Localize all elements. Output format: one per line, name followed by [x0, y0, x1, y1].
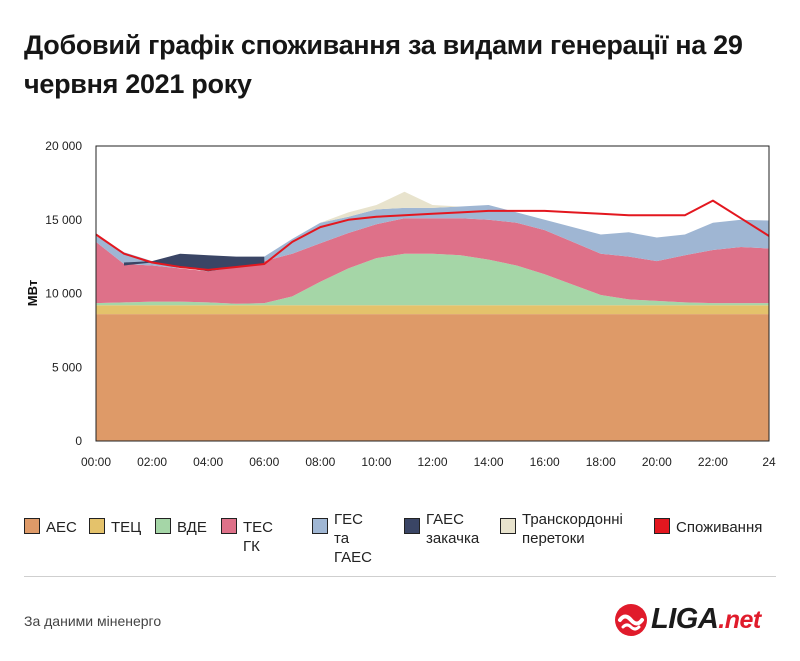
y-tick-label: 0 — [75, 434, 82, 448]
x-tick-label: 08:00 — [305, 455, 335, 469]
consumption-line-group — [95, 199, 770, 271]
legend-label-cross-border: Транскордонні перетоки — [522, 511, 623, 547]
area-series-1 — [96, 305, 769, 315]
consumption-line — [95, 199, 770, 271]
x-tick-label: 04:00 — [193, 455, 223, 469]
y-tick-label: 15 000 — [45, 213, 82, 227]
legend-swatch-consumption — [654, 518, 670, 534]
liga-logo-icon — [615, 604, 647, 636]
x-tick-label: 12:00 — [417, 455, 447, 469]
legend-label-ges: ГЕС та ГАЕС — [334, 511, 372, 566]
legend-swatch-tes-gk — [221, 518, 237, 534]
logo-name: LIGA — [651, 603, 719, 635]
source-note: За даними міненерго — [24, 613, 162, 629]
legend-swatch-tec — [89, 518, 105, 534]
x-tick-label: 24 — [762, 455, 776, 469]
legend: АЕС ТЕЦ ВДЕ ТЕС ГК ГЕС та ГАЕС ГАЕС зака… — [24, 509, 784, 566]
legend-swatch-ges — [312, 518, 328, 534]
y-axis-ticks: 0 5 000 10 000 15 000 20 000 — [45, 139, 82, 448]
x-tick-label: 16:00 — [530, 455, 560, 469]
stacked-areas — [96, 191, 769, 441]
legend-label-consumption: Споживання — [676, 519, 763, 536]
legend-label-gaes-pumping: ГАЕС закачка — [426, 511, 480, 547]
legend-label-aes: АЕС — [46, 519, 77, 536]
y-axis-label: МВт — [25, 280, 40, 306]
y-tick-label: 10 000 — [45, 287, 82, 301]
area-series-3 — [96, 218, 769, 304]
area-series-2 — [96, 253, 769, 306]
x-tick-label: 18:00 — [586, 455, 616, 469]
area-series-0 — [96, 314, 769, 441]
x-tick-label: 10:00 — [361, 455, 391, 469]
liga-logo[interactable]: LIGA.net — [614, 600, 784, 640]
chart-title: Добовий графік споживання за видами гене… — [24, 30, 743, 99]
x-tick-label: 14:00 — [474, 455, 504, 469]
footer-divider — [24, 576, 776, 577]
y-tick-label: 5 000 — [52, 360, 82, 374]
x-tick-label: 06:00 — [249, 455, 279, 469]
x-tick-label: 02:00 — [137, 455, 167, 469]
plot-frame — [95, 145, 770, 442]
legend-label-tes-gk: ТЕС ГК — [243, 519, 273, 555]
legend-swatch-cross-border — [500, 518, 516, 534]
legend-label-vde: ВДЕ — [177, 519, 207, 536]
x-tick-label: 00:00 — [81, 455, 111, 469]
area-chart: 0 5 000 10 000 15 000 20 000 00:00 02:00 04:00… — [25, 139, 776, 469]
x-tick-label: 20:00 — [642, 455, 672, 469]
logo-tld: .net — [718, 606, 761, 634]
x-axis-ticks: 00:00 02:00 04:00 06:00 08:00 10:00 12:00 14:00… — [81, 455, 776, 469]
legend-swatch-aes — [24, 518, 40, 534]
legend-swatch-gaes-pumping — [404, 518, 420, 534]
legend-swatch-vde — [155, 518, 171, 534]
x-tick-label: 22:00 — [698, 455, 728, 469]
legend-label-tec: ТЕЦ — [111, 519, 142, 536]
liga-logo-text: LIGA.net — [651, 603, 761, 636]
area-series-6 — [96, 191, 769, 272]
y-tick-label: 20 000 — [45, 139, 82, 153]
